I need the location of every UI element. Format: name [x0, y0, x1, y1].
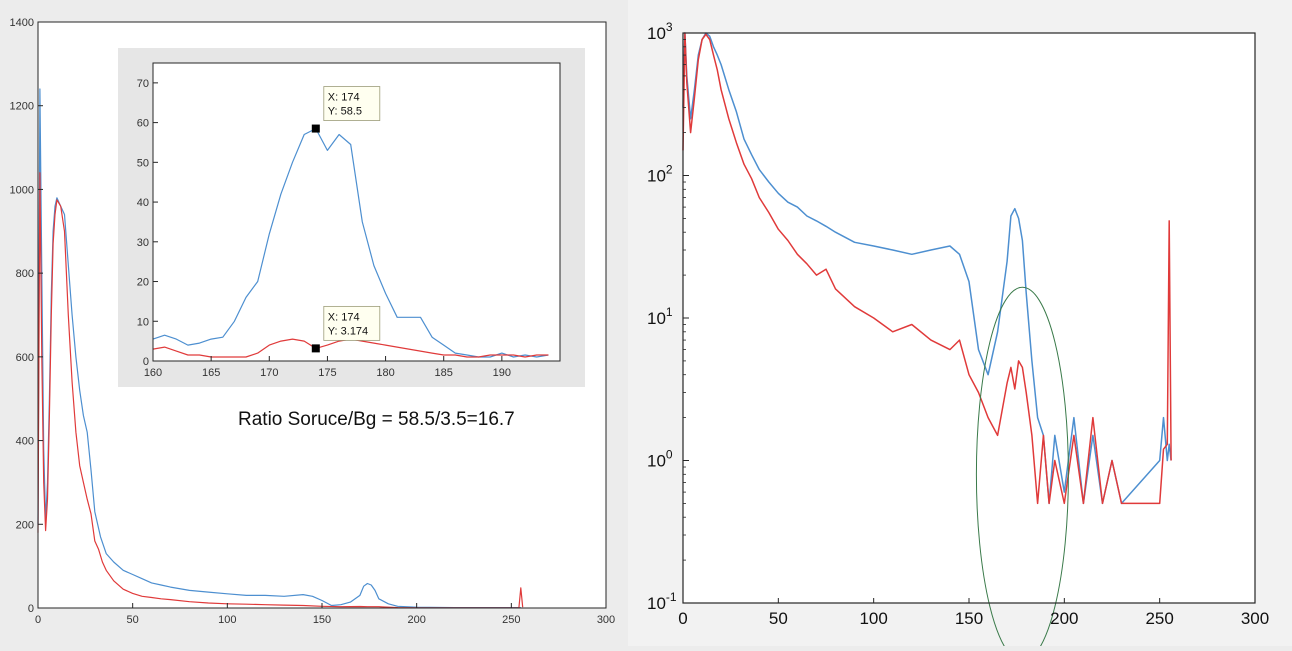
x-tick-label: 0	[35, 614, 41, 626]
linear-ticks: 0 50 100 150 200 250 3000200400600800100012001…	[10, 17, 616, 626]
x-tick-label: 165	[202, 367, 220, 379]
series-line-1	[37, 88, 521, 609]
datatip-box	[323, 86, 381, 121]
x-tick-label: 175	[318, 367, 336, 379]
x-tick-label: 185	[435, 367, 453, 379]
x-tick-label: 250	[1145, 609, 1173, 628]
datatip-box	[323, 305, 381, 341]
y-tick-label: 0	[28, 603, 34, 615]
inset-datatips: X: 174 Y: 58.5 X: 174 Y: 3.174	[311, 86, 381, 353]
datatip-y-label: Y: 58.5	[328, 106, 362, 118]
x-tick-label: 160	[144, 367, 162, 379]
x-tick-label: 250	[502, 614, 520, 626]
y-tick-label: 30	[137, 237, 149, 249]
x-tick-label: 200	[1050, 609, 1078, 628]
y-tick-label: 600	[16, 352, 34, 364]
y-tick-label: 60	[137, 118, 149, 130]
log-plot-area	[683, 33, 1255, 603]
x-tick-label: 170	[260, 367, 278, 379]
log-series-group	[682, 32, 1172, 505]
inset-ticks: 160 165 170 175 180 185 190 0 10 20 30 40 50 60 70	[137, 78, 511, 379]
y-tick-label: 10-1	[647, 590, 677, 613]
y-tick-label: 200	[16, 519, 34, 531]
y-tick-label: 102	[647, 163, 673, 186]
series-line-2	[37, 172, 524, 609]
y-tick-label: 70	[137, 78, 149, 90]
datatip-marker	[311, 344, 320, 353]
x-tick-label: 300	[597, 614, 615, 626]
series-line-2	[682, 32, 1172, 505]
x-tick-label: 300	[1241, 609, 1269, 628]
datatip-x-label: X: 174	[328, 311, 360, 323]
datatip-marker	[311, 124, 320, 133]
y-tick-label: 0	[143, 356, 149, 368]
x-tick-label: 0	[678, 609, 687, 628]
x-tick-label: 50	[769, 609, 788, 628]
y-tick-label: 1000	[10, 184, 34, 196]
y-tick-label: 50	[137, 157, 149, 169]
datatip-x-label: X: 174	[328, 92, 360, 104]
y-tick-label: 20	[137, 277, 149, 289]
x-tick-label: 200	[407, 614, 425, 626]
series-line-1	[682, 32, 1172, 505]
x-tick-label: 150	[313, 614, 331, 626]
y-tick-label: 100	[647, 448, 673, 471]
inset-plot-frame	[152, 62, 561, 362]
linear-series-group	[37, 88, 524, 609]
x-tick-label: 180	[376, 367, 394, 379]
log-chart: 0 50 100 150 200 250 300 10-1 100 101 102 103	[628, 0, 1292, 651]
highlight-ellipse	[975, 286, 1069, 651]
inset-chart: 160 165 170 175 180 185 190 0 10 20 30 40 50 60 70 X: …	[118, 48, 585, 387]
x-tick-label: 150	[955, 609, 983, 628]
y-tick-label: 40	[137, 197, 149, 209]
x-tick-label: 100	[218, 614, 236, 626]
y-tick-label: 103	[647, 20, 673, 43]
series-line-1	[152, 128, 549, 358]
y-tick-label: 10	[137, 316, 149, 328]
datatip-y-label: Y: 3.174	[328, 325, 368, 337]
y-tick-label: 800	[16, 268, 34, 280]
log-ticks: 0 50 100 150 200 250 300 10-1 100 101 102 103	[647, 20, 1269, 628]
x-tick-label: 190	[493, 367, 511, 379]
x-tick-label: 50	[127, 614, 139, 626]
y-tick-label: 101	[647, 305, 673, 328]
x-tick-label: 100	[859, 609, 887, 628]
y-tick-label: 400	[16, 436, 34, 448]
ratio-annotation: Ratio Soruce/Bg = 58.5/3.5=16.7	[238, 409, 515, 430]
y-tick-label: 1200	[10, 101, 34, 113]
y-tick-label: 1400	[10, 17, 34, 29]
